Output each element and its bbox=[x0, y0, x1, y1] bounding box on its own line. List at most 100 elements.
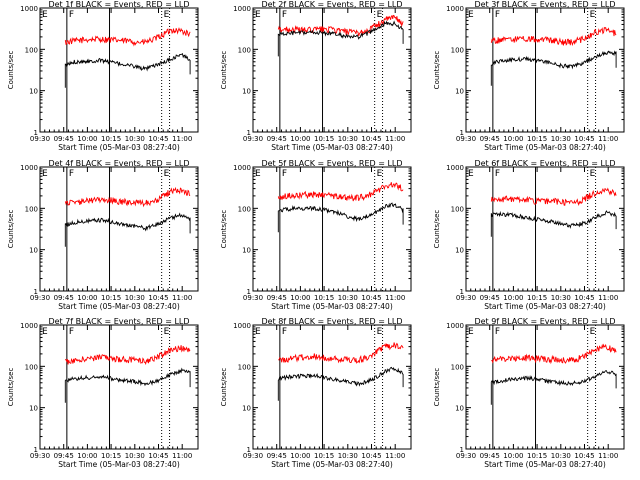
x-tick-label: 09:30 bbox=[456, 452, 476, 460]
x-tick-label: 09:45 bbox=[267, 452, 287, 460]
series-events-line bbox=[277, 202, 404, 233]
x-tick-label: 10:15 bbox=[527, 452, 547, 460]
x-tick-label: 10:15 bbox=[314, 135, 334, 143]
panel-6: Det 6f BLACK = Events, RED = LLD 1 10 100 10… bbox=[433, 159, 625, 311]
x-tick-label: 10:15 bbox=[101, 135, 121, 143]
marker-letter: F bbox=[69, 327, 74, 337]
x-tick-label: 11:00 bbox=[385, 452, 405, 460]
marker-letter: F bbox=[495, 169, 500, 179]
panel-3: Det 3f BLACK = Events, RED = LLD 1 10 100 10… bbox=[433, 0, 625, 152]
plot-frame bbox=[465, 324, 625, 450]
series-events-line bbox=[64, 212, 191, 247]
marker-letter: F bbox=[69, 169, 74, 179]
y-tick-label: 100 bbox=[451, 46, 464, 54]
series-events-line bbox=[490, 210, 617, 237]
x-tick-label: 10:00 bbox=[77, 135, 97, 143]
marker-letter: F bbox=[495, 327, 500, 337]
x-tick-label: 10:15 bbox=[527, 135, 547, 143]
marker-letter: F bbox=[282, 10, 287, 20]
marker-letter: E bbox=[377, 327, 383, 337]
y-tick-label: 10 bbox=[455, 405, 464, 413]
marker-letter: E bbox=[377, 10, 383, 20]
series-events-line bbox=[490, 50, 617, 86]
x-tick-label: 10:45 bbox=[148, 135, 168, 143]
y-tick-label: 10 bbox=[455, 247, 464, 255]
series-lld-line bbox=[64, 27, 191, 47]
x-tick-label: 10:30 bbox=[125, 135, 145, 143]
x-tick-label: 10:30 bbox=[125, 294, 145, 302]
x-tick-label: 10:15 bbox=[101, 294, 121, 302]
x-tick-label: 10:30 bbox=[551, 452, 571, 460]
x-tick-label: 10:45 bbox=[361, 135, 381, 143]
x-tick-label: 11:00 bbox=[172, 294, 192, 302]
marker-letter: F bbox=[282, 327, 287, 337]
x-tick-label: 10:30 bbox=[551, 135, 571, 143]
y-axis-label: Counts/sec bbox=[7, 51, 15, 90]
x-axis-label: Start Time (05-Mar-03 08:27:40) bbox=[271, 460, 393, 469]
y-tick-label: 10 bbox=[242, 405, 251, 413]
x-tick-label: 10:15 bbox=[314, 294, 334, 302]
x-tick-label: 11:00 bbox=[598, 294, 618, 302]
x-tick-label: 10:00 bbox=[77, 294, 97, 302]
y-axis-label: Counts/sec bbox=[220, 368, 228, 407]
x-tick-label: 10:00 bbox=[503, 135, 523, 143]
plot-frame bbox=[465, 166, 625, 292]
y-tick-label: 100 bbox=[238, 46, 251, 54]
x-tick-label: 11:00 bbox=[385, 135, 405, 143]
panel-title: Det 1f BLACK = Events, RED = LLD bbox=[48, 0, 189, 9]
y-tick-label: 1000 bbox=[20, 164, 38, 172]
x-tick-label: 10:45 bbox=[574, 294, 594, 302]
x-tick-label: 09:45 bbox=[267, 294, 287, 302]
panel-title: Det 4f BLACK = Events, RED = LLD bbox=[48, 159, 189, 168]
panel-title: Det 6f BLACK = Events, RED = LLD bbox=[474, 159, 615, 168]
x-axis-label: Start Time (05-Mar-03 08:27:40) bbox=[271, 302, 393, 311]
y-tick-label: 1 bbox=[460, 288, 464, 296]
x-tick-label: 10:15 bbox=[527, 294, 547, 302]
plot-frame bbox=[39, 324, 199, 450]
marker-letter: E bbox=[590, 327, 596, 337]
marker-letter: E bbox=[42, 327, 48, 337]
y-tick-label: 100 bbox=[451, 205, 464, 213]
y-tick-label: 1 bbox=[247, 446, 251, 454]
x-tick-label: 10:45 bbox=[574, 135, 594, 143]
y-axis-label: Counts/sec bbox=[433, 210, 441, 249]
y-tick-label: 100 bbox=[25, 363, 38, 371]
y-tick-label: 1000 bbox=[233, 5, 251, 13]
y-tick-label: 1000 bbox=[446, 5, 464, 13]
x-axis-label: Start Time (05-Mar-03 08:27:40) bbox=[58, 143, 180, 152]
x-tick-label: 09:30 bbox=[30, 135, 50, 143]
y-tick-label: 1000 bbox=[233, 164, 251, 172]
y-axis-label: Counts/sec bbox=[220, 51, 228, 90]
marker-letter: E bbox=[590, 10, 596, 20]
x-tick-label: 09:45 bbox=[480, 294, 500, 302]
x-tick-label: 10:00 bbox=[503, 294, 523, 302]
x-tick-label: 10:45 bbox=[148, 452, 168, 460]
y-tick-label: 1000 bbox=[20, 5, 38, 13]
x-tick-label: 09:30 bbox=[243, 135, 263, 143]
series-lld-line bbox=[64, 186, 191, 208]
x-tick-label: 11:00 bbox=[172, 135, 192, 143]
y-tick-label: 10 bbox=[455, 88, 464, 96]
x-tick-label: 10:30 bbox=[338, 452, 358, 460]
x-tick-label: 10:30 bbox=[338, 294, 358, 302]
y-tick-label: 100 bbox=[25, 46, 38, 54]
y-tick-label: 1 bbox=[34, 288, 38, 296]
y-axis-label: Counts/sec bbox=[7, 210, 15, 249]
panel-title: Det 5f BLACK = Events, RED = LLD bbox=[261, 159, 402, 168]
y-tick-label: 1000 bbox=[446, 164, 464, 172]
x-tick-label: 09:45 bbox=[480, 452, 500, 460]
plot-frame bbox=[39, 166, 199, 292]
x-tick-label: 10:00 bbox=[290, 135, 310, 143]
x-tick-label: 09:45 bbox=[54, 294, 74, 302]
x-tick-label: 09:45 bbox=[267, 135, 287, 143]
marker-letter: E bbox=[255, 327, 261, 337]
x-tick-label: 10:45 bbox=[574, 452, 594, 460]
x-axis-label: Start Time (05-Mar-03 08:27:40) bbox=[484, 302, 606, 311]
y-axis-label: Counts/sec bbox=[433, 51, 441, 90]
x-tick-label: 09:45 bbox=[480, 135, 500, 143]
y-axis-label: Counts/sec bbox=[433, 368, 441, 407]
panel-5: Det 5f BLACK = Events, RED = LLD 1 10 100 10… bbox=[220, 159, 412, 311]
panel-4: Det 4f BLACK = Events, RED = LLD 1 10 100 10… bbox=[7, 159, 199, 311]
y-tick-label: 100 bbox=[238, 363, 251, 371]
